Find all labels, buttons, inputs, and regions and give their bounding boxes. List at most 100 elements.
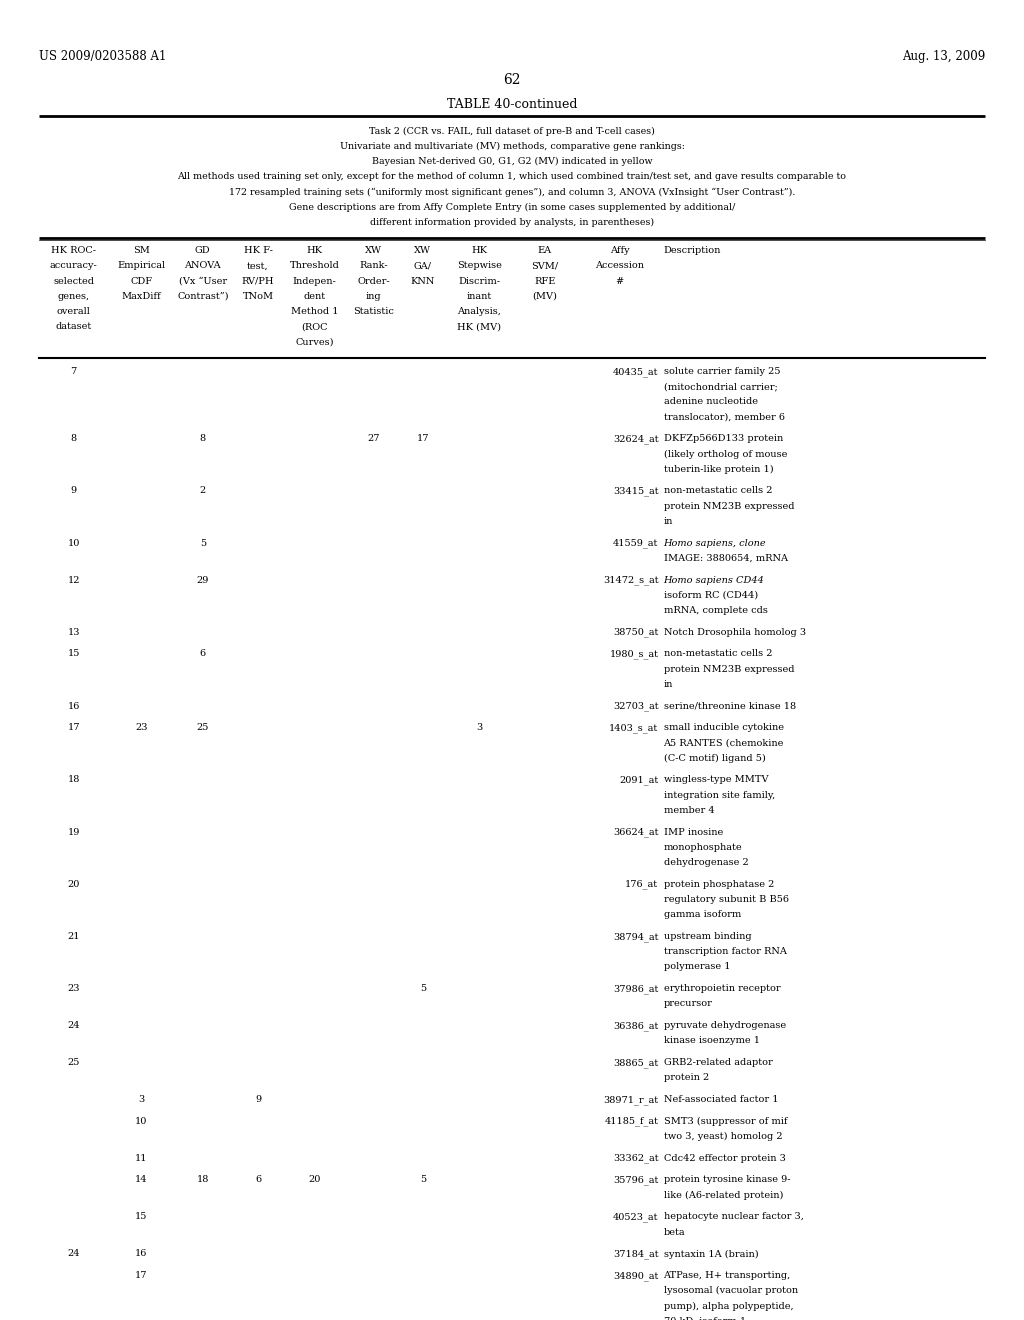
Text: 38971_r_at: 38971_r_at (603, 1094, 658, 1105)
Text: 17: 17 (68, 723, 80, 733)
Text: 40435_at: 40435_at (613, 367, 658, 376)
Text: 37986_at: 37986_at (613, 983, 658, 994)
Text: 16: 16 (135, 1249, 147, 1258)
Text: 9: 9 (255, 1094, 261, 1104)
Text: 19: 19 (68, 828, 80, 837)
Text: 25: 25 (197, 723, 209, 733)
Text: GA/: GA/ (414, 261, 432, 271)
Text: Accession: Accession (595, 261, 644, 271)
Text: Rank-: Rank- (359, 261, 388, 271)
Text: like (A6-related protein): like (A6-related protein) (664, 1191, 783, 1200)
Text: 2091_at: 2091_at (620, 775, 658, 785)
Text: 7: 7 (71, 367, 77, 376)
Text: HK: HK (471, 246, 487, 255)
Text: 25: 25 (68, 1057, 80, 1067)
Text: Task 2 (CCR vs. FAIL, full dataset of pre-B and T-cell cases): Task 2 (CCR vs. FAIL, full dataset of pr… (369, 127, 655, 136)
Text: Empirical: Empirical (118, 261, 165, 271)
Text: 27: 27 (368, 434, 380, 444)
Text: integration site family,: integration site family, (664, 791, 775, 800)
Text: 3: 3 (138, 1094, 144, 1104)
Text: 24: 24 (68, 1020, 80, 1030)
Text: dent: dent (303, 292, 326, 301)
Text: in: in (664, 516, 673, 525)
Text: SM: SM (133, 246, 150, 255)
Text: pump), alpha polypeptide,: pump), alpha polypeptide, (664, 1302, 794, 1311)
Text: RFE: RFE (535, 276, 555, 285)
Text: Description: Description (664, 246, 721, 255)
Text: 13: 13 (68, 627, 80, 636)
Text: 62: 62 (503, 73, 521, 87)
Text: 16: 16 (68, 701, 80, 710)
Text: 33362_at: 33362_at (612, 1154, 658, 1163)
Text: 36624_at: 36624_at (613, 828, 658, 837)
Text: 11: 11 (135, 1154, 147, 1163)
Text: 6: 6 (255, 1175, 261, 1184)
Text: 33415_at: 33415_at (612, 486, 658, 496)
Text: Statistic: Statistic (353, 306, 394, 315)
Text: gamma isoform: gamma isoform (664, 909, 740, 919)
Text: kinase isoenzyme 1: kinase isoenzyme 1 (664, 1036, 760, 1045)
Text: erythropoietin receptor: erythropoietin receptor (664, 983, 780, 993)
Text: IMP inosine: IMP inosine (664, 828, 723, 837)
Text: adenine nucleotide: adenine nucleotide (664, 397, 758, 407)
Text: 9: 9 (71, 486, 77, 495)
Text: 38750_at: 38750_at (613, 627, 658, 638)
Text: non-metastatic cells 2: non-metastatic cells 2 (664, 649, 772, 659)
Text: protein 2: protein 2 (664, 1073, 709, 1082)
Text: TABLE 40-continued: TABLE 40-continued (446, 98, 578, 111)
Text: precursor: precursor (664, 999, 713, 1008)
Text: overall: overall (56, 306, 91, 315)
Text: non-metastatic cells 2: non-metastatic cells 2 (664, 486, 772, 495)
Text: All methods used training set only, except for the method of column 1, which use: All methods used training set only, exce… (177, 172, 847, 181)
Text: ANOVA: ANOVA (184, 261, 221, 271)
Text: in: in (664, 680, 673, 689)
Text: Homo sapiens CD44: Homo sapiens CD44 (664, 576, 765, 585)
Text: protein tyrosine kinase 9-: protein tyrosine kinase 9- (664, 1175, 791, 1184)
Text: different information provided by analysts, in parentheses): different information provided by analys… (370, 218, 654, 227)
Text: 41559_at: 41559_at (613, 539, 658, 548)
Text: 20: 20 (68, 879, 80, 888)
Text: HK ROC-: HK ROC- (51, 246, 96, 255)
Text: member 4: member 4 (664, 805, 714, 814)
Text: Notch Drosophila homolog 3: Notch Drosophila homolog 3 (664, 627, 806, 636)
Text: 70 kD, isoform 1: 70 kD, isoform 1 (664, 1316, 745, 1320)
Text: Nef-associated factor 1: Nef-associated factor 1 (664, 1094, 778, 1104)
Text: monophosphate: monophosphate (664, 842, 742, 851)
Text: RV/PH: RV/PH (242, 276, 274, 285)
Text: 40523_at: 40523_at (613, 1212, 658, 1222)
Text: HK F-: HK F- (244, 246, 272, 255)
Text: 12: 12 (68, 576, 80, 585)
Text: 8: 8 (71, 434, 77, 444)
Text: 15: 15 (135, 1212, 147, 1221)
Text: SMT3 (suppressor of mif: SMT3 (suppressor of mif (664, 1117, 787, 1126)
Text: 29: 29 (197, 576, 209, 585)
Text: protein NM23B expressed: protein NM23B expressed (664, 502, 794, 511)
Text: 8: 8 (200, 434, 206, 444)
Text: 17: 17 (417, 434, 429, 444)
Text: genes,: genes, (57, 292, 90, 301)
Text: #: # (615, 276, 624, 285)
Text: inant: inant (467, 292, 492, 301)
Text: translocator), member 6: translocator), member 6 (664, 412, 784, 421)
Text: 31472_s_at: 31472_s_at (603, 576, 658, 585)
Text: SVM/: SVM/ (531, 261, 558, 271)
Text: 24: 24 (68, 1249, 80, 1258)
Text: TNoM: TNoM (243, 292, 273, 301)
Text: 23: 23 (68, 983, 80, 993)
Text: small inducible cytokine: small inducible cytokine (664, 723, 783, 733)
Text: 10: 10 (135, 1117, 147, 1126)
Text: (MV): (MV) (532, 292, 557, 301)
Text: A5 RANTES (chemokine: A5 RANTES (chemokine (664, 738, 784, 747)
Text: isoform RC (CD44): isoform RC (CD44) (664, 590, 758, 599)
Text: two 3, yeast) homolog 2: two 3, yeast) homolog 2 (664, 1131, 782, 1140)
Text: lysosomal (vacuolar proton: lysosomal (vacuolar proton (664, 1286, 798, 1295)
Text: 37184_at: 37184_at (612, 1249, 658, 1259)
Text: (likely ortholog of mouse: (likely ortholog of mouse (664, 449, 786, 458)
Text: beta: beta (664, 1228, 685, 1237)
Text: 34890_at: 34890_at (613, 1271, 658, 1280)
Text: HK: HK (306, 246, 323, 255)
Text: tuberin-like protein 1): tuberin-like protein 1) (664, 465, 773, 474)
Text: 23: 23 (135, 723, 147, 733)
Text: Stepwise: Stepwise (457, 261, 502, 271)
Text: 1403_s_at: 1403_s_at (609, 723, 658, 733)
